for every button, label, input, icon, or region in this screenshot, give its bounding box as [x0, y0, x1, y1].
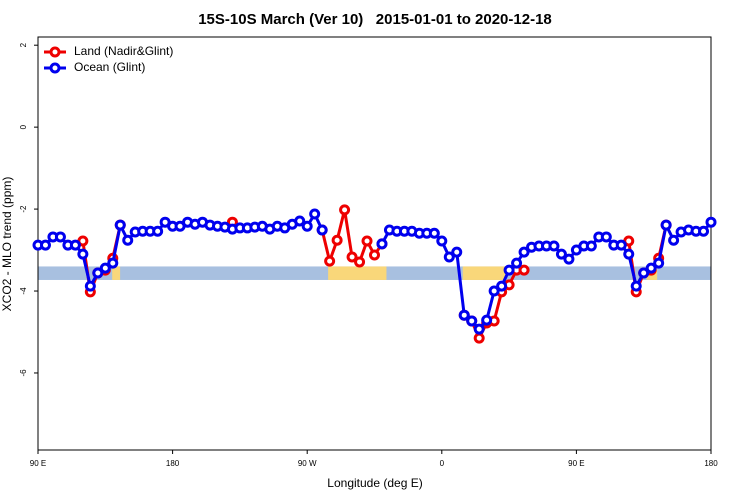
series-point: [615, 239, 627, 251]
series-point: [369, 249, 380, 261]
series-point: [376, 238, 388, 250]
x-axis-label: Longitude (deg E): [327, 476, 422, 490]
series-point: [488, 285, 500, 297]
series-point: [518, 246, 530, 258]
legend-marker: [49, 46, 61, 58]
series-point: [54, 231, 66, 243]
legend-label: Ocean (Glint): [74, 60, 145, 74]
series-point: [630, 280, 642, 292]
series-point: [653, 257, 665, 269]
x-tick-label: 90 E: [30, 459, 46, 468]
series-point: [301, 220, 313, 232]
y-tick-label: -6: [19, 369, 28, 377]
x-tick-label: 180: [166, 459, 180, 468]
series-point: [645, 262, 657, 274]
series-point: [361, 235, 373, 247]
series-point: [84, 280, 96, 292]
y-tick-label: 2: [19, 42, 28, 47]
series-line: [463, 268, 525, 340]
series-point: [339, 204, 351, 216]
series-point: [503, 264, 515, 276]
x-tick-label: 180: [704, 459, 718, 468]
series-point: [39, 239, 51, 251]
series-point: [473, 323, 485, 335]
series-point: [428, 227, 440, 239]
series-point: [511, 257, 523, 269]
series-point: [660, 219, 672, 231]
series-point: [518, 264, 530, 276]
series-point: [458, 309, 470, 321]
chart-title: 15S-10S March (Ver 10) 2015-01-01 to 202…: [198, 11, 552, 28]
series-point: [69, 239, 81, 251]
legend-marker: [49, 62, 61, 74]
y-tick-label: -4: [19, 287, 28, 295]
series-point: [548, 240, 560, 252]
series-point: [451, 246, 463, 258]
series-point: [99, 262, 111, 274]
land-band: [112, 266, 121, 280]
series-point: [77, 248, 89, 260]
series-point: [443, 251, 455, 263]
series-point: [623, 248, 635, 260]
series-point: [496, 280, 508, 292]
series-point: [473, 332, 485, 344]
series-point: [563, 253, 575, 265]
series-point: [122, 234, 134, 246]
y-tick-label: -2: [19, 205, 28, 213]
series-point: [331, 234, 343, 246]
legend-label: Land (Nadir&Glint): [74, 44, 173, 58]
land-band: [328, 266, 387, 280]
series-point: [466, 315, 478, 327]
series-point: [555, 248, 567, 260]
series-point: [92, 267, 104, 279]
series-point: [294, 215, 306, 227]
y-axis-label: XCO2 - MLO trend (ppm): [0, 177, 14, 312]
series-point: [354, 256, 366, 268]
series-point: [107, 257, 119, 269]
series-point: [436, 235, 448, 247]
x-tick-label: 90 E: [568, 459, 584, 468]
series-point: [324, 255, 336, 267]
series-point: [114, 219, 126, 231]
series-point: [705, 216, 717, 228]
series-point: [638, 267, 650, 279]
land-band: [462, 266, 507, 280]
series-point: [668, 234, 680, 246]
series-point: [309, 208, 321, 220]
x-tick-label: 0: [440, 459, 445, 468]
series-point: [698, 225, 710, 237]
series-point: [346, 251, 358, 263]
series-point: [481, 314, 493, 326]
series-point: [316, 224, 328, 236]
y-tick-label: 0: [19, 124, 28, 129]
series-point: [600, 231, 612, 243]
x-tick-label: 90 W: [298, 459, 317, 468]
series-point: [585, 240, 597, 252]
series-point: [152, 225, 164, 237]
